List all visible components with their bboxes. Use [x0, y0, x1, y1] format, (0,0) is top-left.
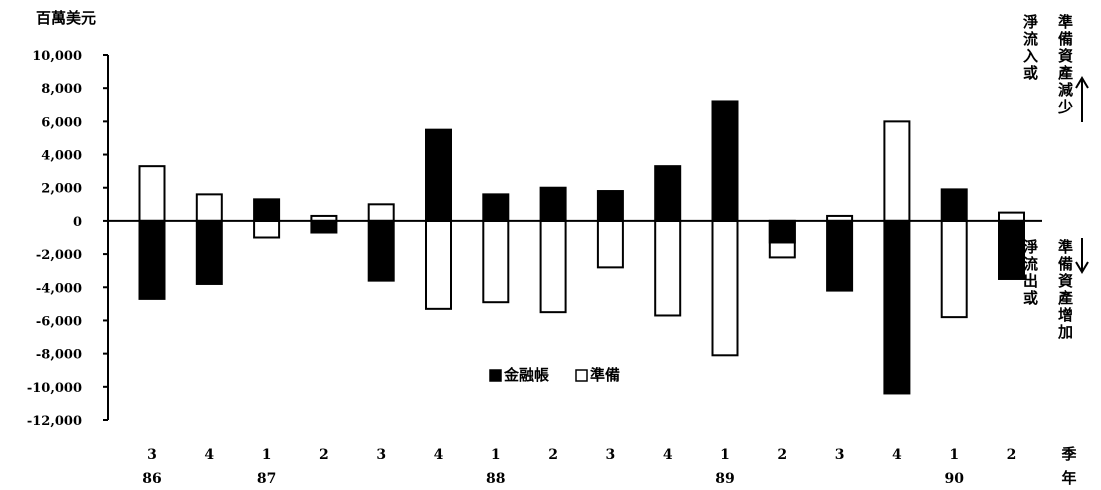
year-label: 87 [257, 471, 276, 487]
bars [138, 100, 1025, 395]
x-tick-label: 3 [606, 447, 616, 463]
reserve-bar [253, 219, 281, 239]
year-label: 90 [944, 471, 964, 487]
y-tick-label: -12,000 [27, 414, 82, 429]
x-tick-label: 2 [777, 447, 787, 463]
y-tick-label: -8,000 [36, 348, 82, 363]
financial-account-bar [138, 219, 166, 300]
y-tick-label: 10,000 [32, 49, 82, 64]
annotation-top-text-right: 準備資產減少 [1056, 14, 1074, 116]
y-unit-label: 百萬美元 [36, 9, 96, 27]
y-tick-label: -6,000 [36, 314, 82, 329]
year-label: 89 [715, 471, 734, 487]
reserve-bar [425, 219, 452, 310]
x-axis-label-quarter: 季 [1061, 445, 1076, 463]
x-tick-label: 4 [434, 447, 444, 463]
year-label: 88 [486, 471, 505, 487]
reserve-bar [539, 219, 567, 314]
annotation-bottom-text-right: 準備資產增加 [1056, 239, 1074, 341]
legend-label: 準備 [590, 366, 620, 384]
y-tick-label: -10,000 [27, 381, 82, 396]
reserve-bar [482, 219, 510, 304]
financial-account-bar [539, 186, 567, 222]
annotation-top-text-left: 淨流入或 [1021, 14, 1039, 82]
x-tick-label: 4 [892, 447, 902, 463]
y-tick-label: -4,000 [36, 281, 82, 296]
financial-account-bar [711, 100, 739, 222]
financial-account-bar [883, 219, 911, 395]
financial-account-bar [768, 219, 796, 244]
down-arrow-icon [1075, 238, 1089, 274]
y-tick-label: 2,000 [41, 182, 82, 197]
up-arrow-icon [1075, 76, 1089, 122]
reserve-bar [711, 219, 739, 357]
x-axis: 3 4 1 2 3 4 1 2 3 4 1 2 3 4 1 2 86 87 88 89 90 [108, 219, 1042, 487]
y-tick-label: 8,000 [41, 82, 82, 97]
x-tick-label: 1 [491, 447, 501, 463]
x-tick-label: 3 [147, 447, 157, 463]
x-tick-label: 2 [319, 447, 329, 463]
legend: 金融帳 準備 [489, 366, 620, 384]
financial-account-bar [826, 219, 854, 292]
x-tick-label: 4 [663, 447, 673, 463]
financial-account-bar [253, 198, 281, 222]
financial-account-bar [654, 165, 682, 222]
y-tick-label: 0 [73, 215, 82, 230]
reserve-bar [940, 219, 968, 319]
financial-account-bar [596, 190, 624, 222]
financial-account-bar [940, 188, 968, 222]
reserve-bar [883, 120, 911, 222]
x-tick-label: 1 [262, 447, 272, 463]
y-axis: 10,000 8,000 6,000 4,000 2,000 0 -2,000 -4,000 -… [27, 49, 109, 429]
annotation-bottom-text-left: 淨流出或 [1021, 239, 1039, 307]
financial-account-bar [310, 219, 338, 234]
x-tick-label: 1 [720, 447, 730, 463]
financial-account-bar [195, 219, 223, 285]
y-tick-label: 6,000 [41, 115, 82, 130]
legend-label: 金融帳 [503, 366, 549, 384]
x-tick-label: 3 [376, 447, 386, 463]
reserve-bar [998, 211, 1025, 222]
reserve-bar [138, 165, 166, 222]
year-label: 86 [142, 471, 161, 487]
legend-swatch [489, 369, 502, 382]
financial-account-bar [482, 193, 510, 222]
x-tick-label: 4 [204, 447, 214, 463]
financial-account-bar [425, 128, 452, 222]
reserve-bar [596, 219, 624, 269]
reserve-bar [654, 219, 682, 317]
x-tick-label: 1 [949, 447, 959, 463]
x-tick-label: 3 [835, 447, 845, 463]
x-tick-label: 2 [1007, 447, 1017, 463]
y-tick-label: 4,000 [41, 149, 82, 164]
x-tick-label: 2 [548, 447, 558, 463]
reserve-bar [367, 203, 395, 222]
x-axis-label-year: 年 [1061, 469, 1076, 487]
financial-account-bar [367, 219, 395, 282]
reserve-bar [195, 193, 223, 222]
legend-swatch [575, 369, 588, 382]
y-tick-label: -2,000 [36, 248, 82, 263]
